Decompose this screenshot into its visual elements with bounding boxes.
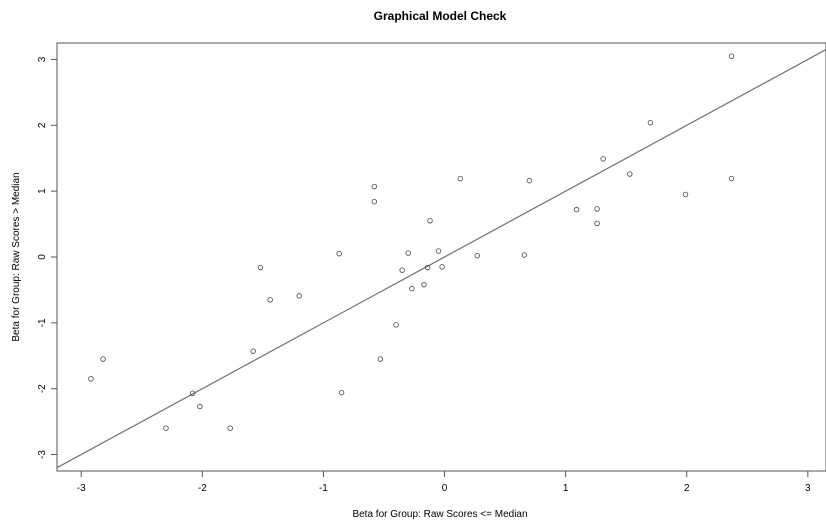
data-point-13: [371, 183, 377, 190]
y-tick-label: 1: [37, 188, 48, 194]
data-point-23: [435, 248, 442, 254]
chart-title: Graphical Model Check: [374, 9, 507, 23]
data-point-16: [393, 322, 399, 328]
data-point-1: [88, 376, 94, 382]
x-tick-label: 3: [805, 483, 811, 494]
x-tick-label: -2: [198, 483, 207, 494]
plot-frame: [56, 42, 826, 472]
x-tick-label: 0: [442, 483, 448, 494]
data-point-15: [377, 356, 384, 362]
data-point-32: [600, 156, 606, 162]
x-axis-label: Beta for Group: Raw Scores <= Median: [352, 509, 527, 520]
data-point-28: [526, 177, 532, 184]
data-point-34: [647, 119, 654, 126]
data-point-7: [250, 348, 256, 354]
data-point-4: [189, 390, 196, 397]
data-point-30: [594, 206, 600, 212]
data-point-5: [197, 403, 203, 410]
y-tick-label: -2: [37, 384, 48, 393]
x-tick-label: -1: [319, 483, 328, 494]
data-point-17: [399, 267, 405, 273]
data-points: [88, 53, 735, 431]
y-tick-label: -1: [37, 318, 48, 327]
x-tick-label: 1: [563, 483, 569, 494]
data-point-14: [371, 198, 377, 205]
y-tick-label: -3: [37, 450, 48, 459]
data-point-18: [405, 250, 411, 256]
data-point-37: [728, 175, 735, 182]
data-point-8: [257, 264, 264, 271]
data-point-24: [439, 264, 445, 270]
data-point-26: [474, 252, 480, 259]
x-axis: -3 -2 -1 0 1 2 3: [77, 471, 811, 494]
data-point-21: [424, 264, 431, 271]
data-point-11: [336, 251, 342, 257]
data-point-12: [338, 389, 345, 396]
data-point-20: [421, 281, 427, 288]
data-point-9: [267, 297, 273, 303]
data-point-29: [573, 206, 580, 213]
data-point-36: [728, 53, 735, 59]
data-point-27: [521, 252, 528, 258]
data-point-33: [627, 171, 633, 177]
y-axis: -3 -2 -1 0 1 2 3: [37, 56, 57, 459]
reference-line: [56, 49, 826, 469]
x-tick-label: -3: [77, 483, 86, 494]
data-point-19: [409, 285, 415, 292]
y-tick-label: 0: [37, 254, 48, 260]
data-point-35: [682, 191, 689, 198]
y-axis-label: Beta for Group: Raw Scores > Median: [11, 172, 22, 341]
data-point-25: [457, 175, 463, 182]
data-point-22: [427, 218, 433, 224]
data-point-3: [163, 425, 169, 431]
data-point-10: [296, 293, 302, 299]
data-point-6: [227, 425, 233, 431]
data-point-31: [594, 220, 600, 227]
x-tick-label: 2: [684, 483, 690, 494]
y-tick-label: 2: [37, 122, 48, 128]
y-tick-label: 3: [37, 56, 48, 62]
data-point-2: [100, 356, 106, 362]
